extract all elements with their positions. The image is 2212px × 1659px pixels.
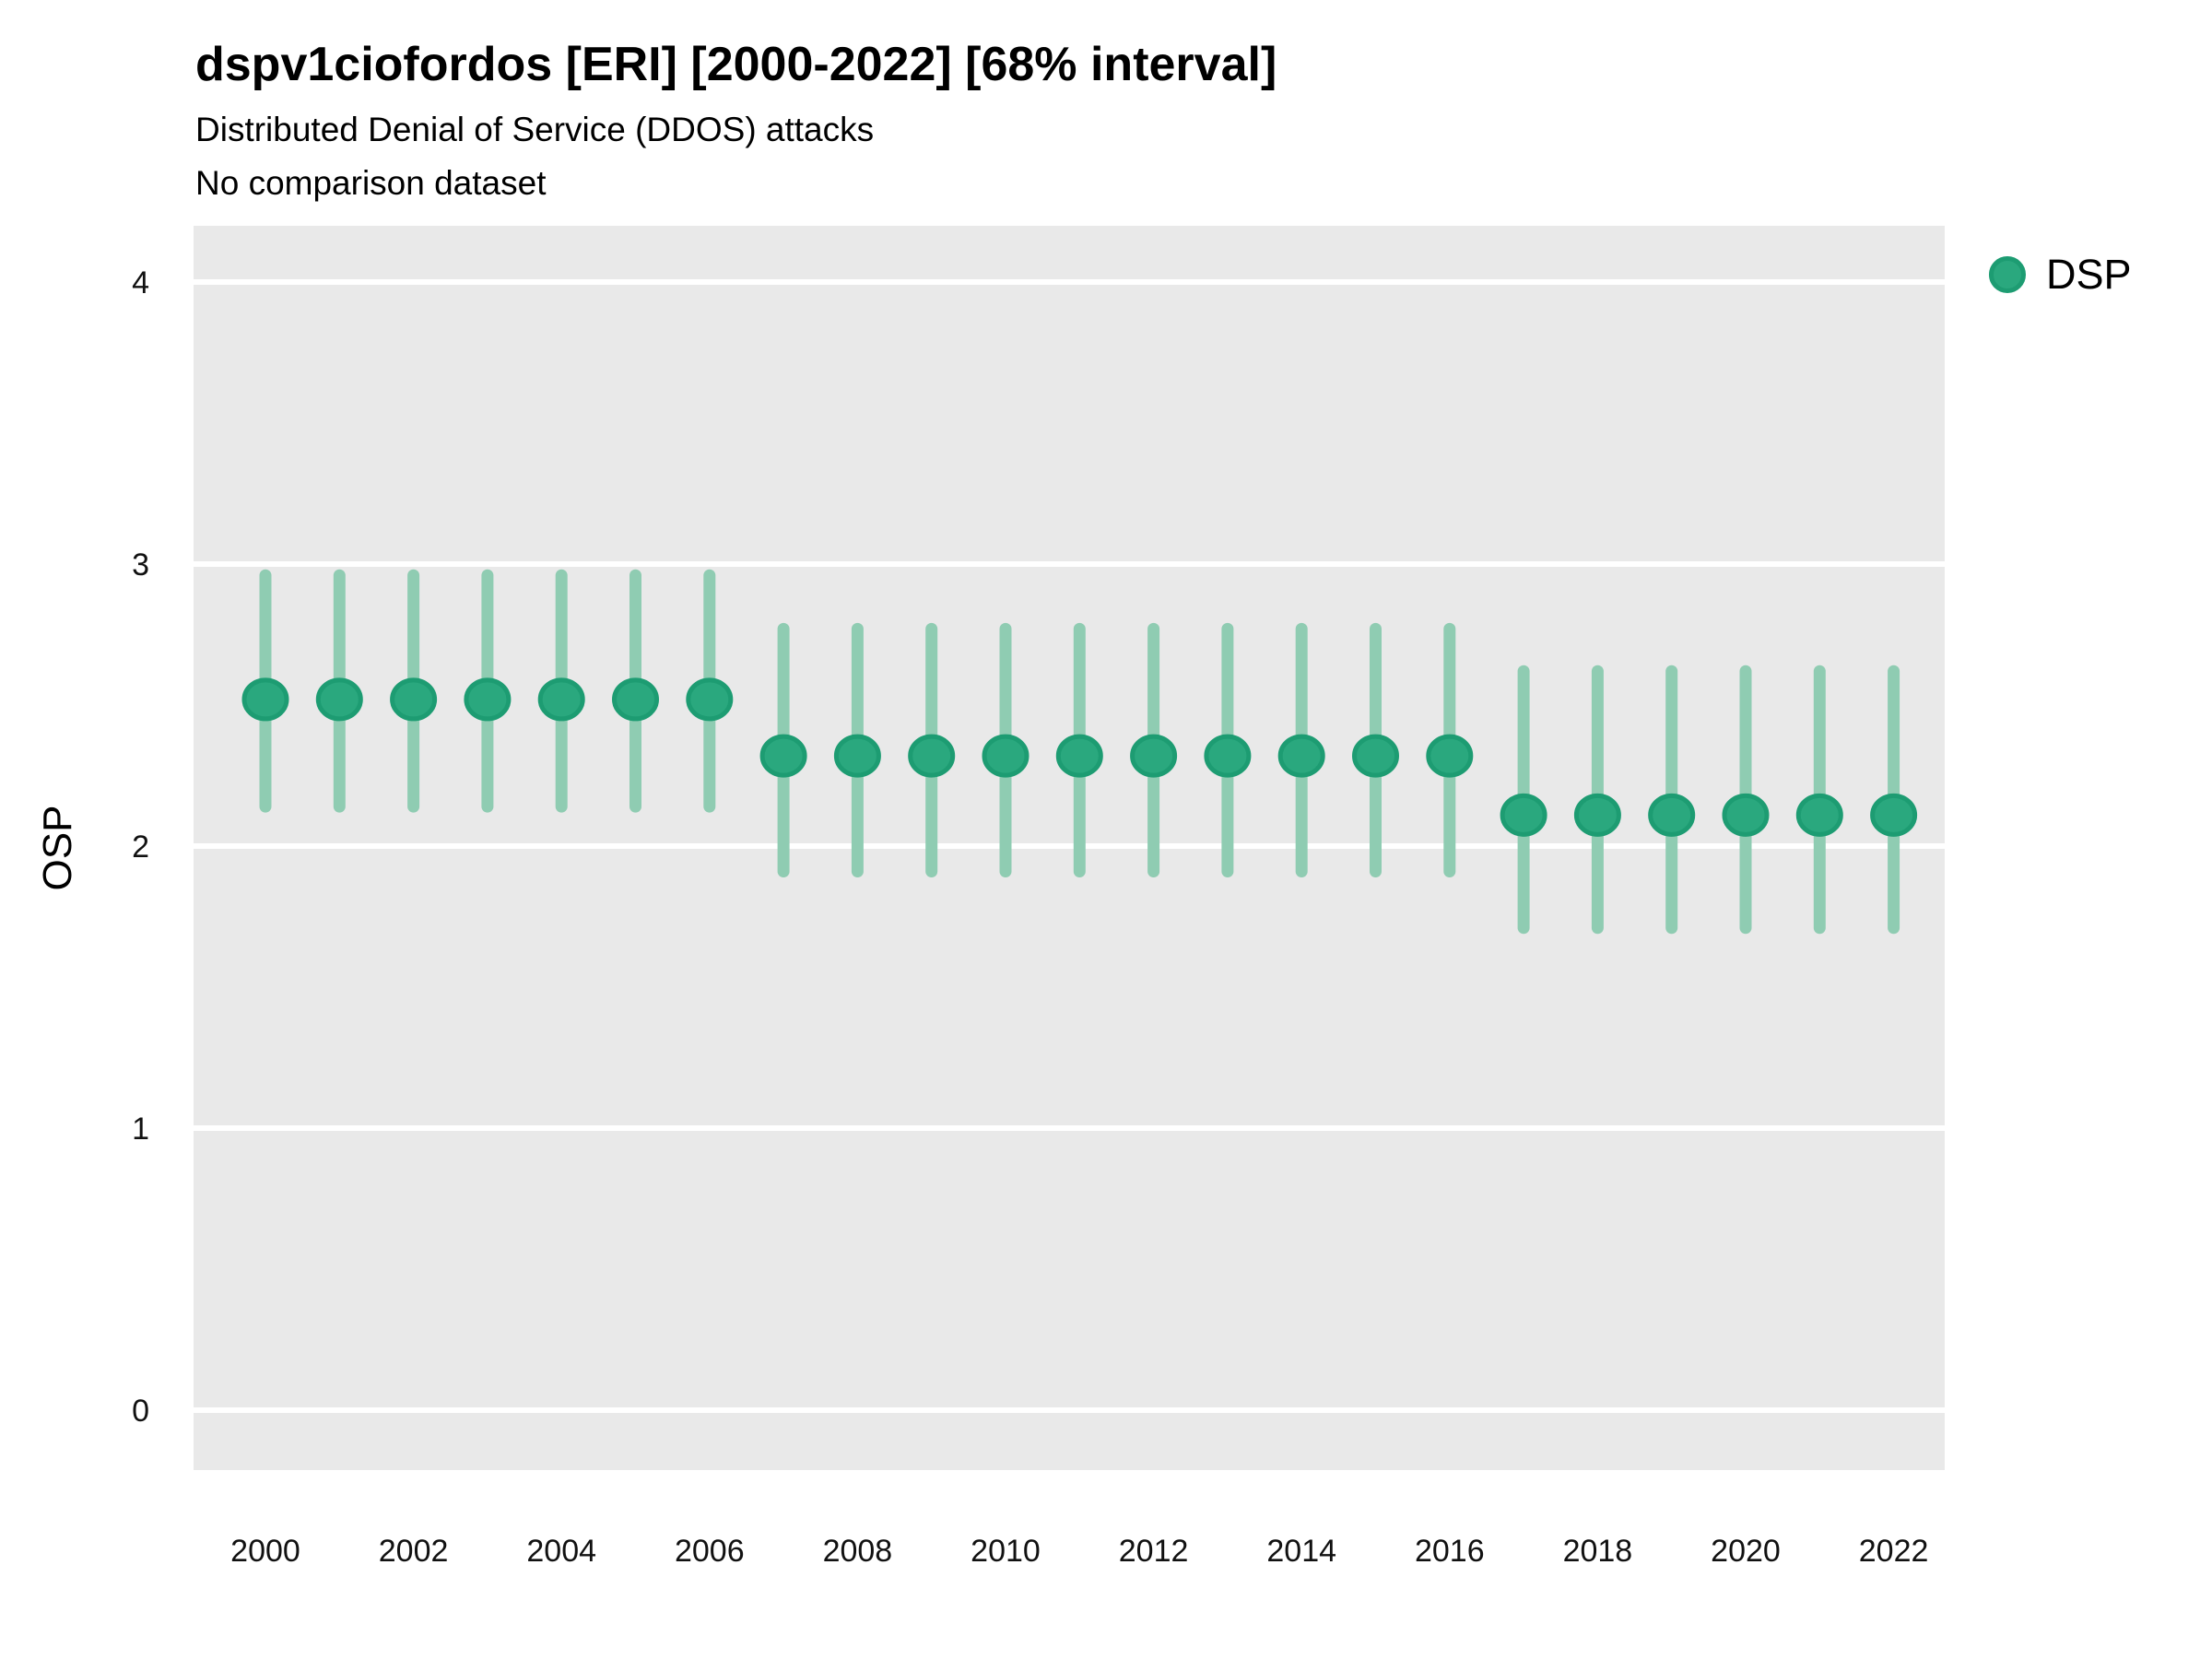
y-tick-label-0: 0	[132, 1394, 149, 1429]
data-point-2011	[1055, 734, 1103, 778]
data-point-2000	[241, 677, 289, 722]
data-point-2014	[1277, 734, 1325, 778]
x-tick-label-2000: 2000	[230, 1534, 300, 1569]
x-tick-label-2004: 2004	[526, 1534, 596, 1569]
legend-marker-icon	[1989, 256, 2026, 293]
x-tick-label-2012: 2012	[1119, 1534, 1189, 1569]
y-tick-label-2: 2	[132, 830, 149, 865]
x-tick-label-2016: 2016	[1415, 1534, 1485, 1569]
data-point-2001	[315, 677, 363, 722]
chart-title: dspv1ciofordos [ERI] [2000-2022] [68% in…	[195, 38, 1277, 91]
data-point-2020	[1722, 793, 1770, 837]
x-tick-label-2020: 2020	[1711, 1534, 1781, 1569]
y-tick-label-1: 1	[132, 1112, 149, 1147]
chart-note: No comparison dataset	[195, 164, 547, 202]
data-point-2012	[1130, 734, 1178, 778]
data-point-2002	[390, 677, 438, 722]
x-tick-label-2006: 2006	[675, 1534, 745, 1569]
data-point-2009	[908, 734, 956, 778]
data-point-2007	[759, 734, 807, 778]
legend: DSP	[1989, 251, 2132, 299]
data-point-2017	[1500, 793, 1547, 837]
data-point-2021	[1795, 793, 1843, 837]
data-point-2019	[1648, 793, 1696, 837]
x-tick-label-2010: 2010	[971, 1534, 1041, 1569]
y-tick-label-4: 4	[132, 265, 149, 300]
data-point-2010	[982, 734, 1030, 778]
data-point-2006	[686, 677, 734, 722]
data-point-2013	[1204, 734, 1252, 778]
data-point-2008	[833, 734, 881, 778]
legend-series-label: DSP	[2046, 251, 2132, 298]
data-point-2018	[1573, 793, 1621, 837]
data-point-2005	[612, 677, 659, 722]
data-point-2022	[1870, 793, 1918, 837]
data-point-2004	[537, 677, 585, 722]
x-tick-label-2002: 2002	[379, 1534, 449, 1569]
data-point-2015	[1352, 734, 1399, 778]
x-tick-label-2014: 2014	[1266, 1534, 1336, 1569]
x-tick-label-2022: 2022	[1859, 1534, 1929, 1569]
x-tick-label-2008: 2008	[823, 1534, 893, 1569]
y-tick-label-3: 3	[132, 547, 149, 582]
x-tick-label-2018: 2018	[1563, 1534, 1633, 1569]
chart-subtitle: Distributed Denial of Service (DDOS) att…	[195, 111, 875, 148]
data-point-2016	[1426, 734, 1474, 778]
data-point-2003	[464, 677, 512, 722]
